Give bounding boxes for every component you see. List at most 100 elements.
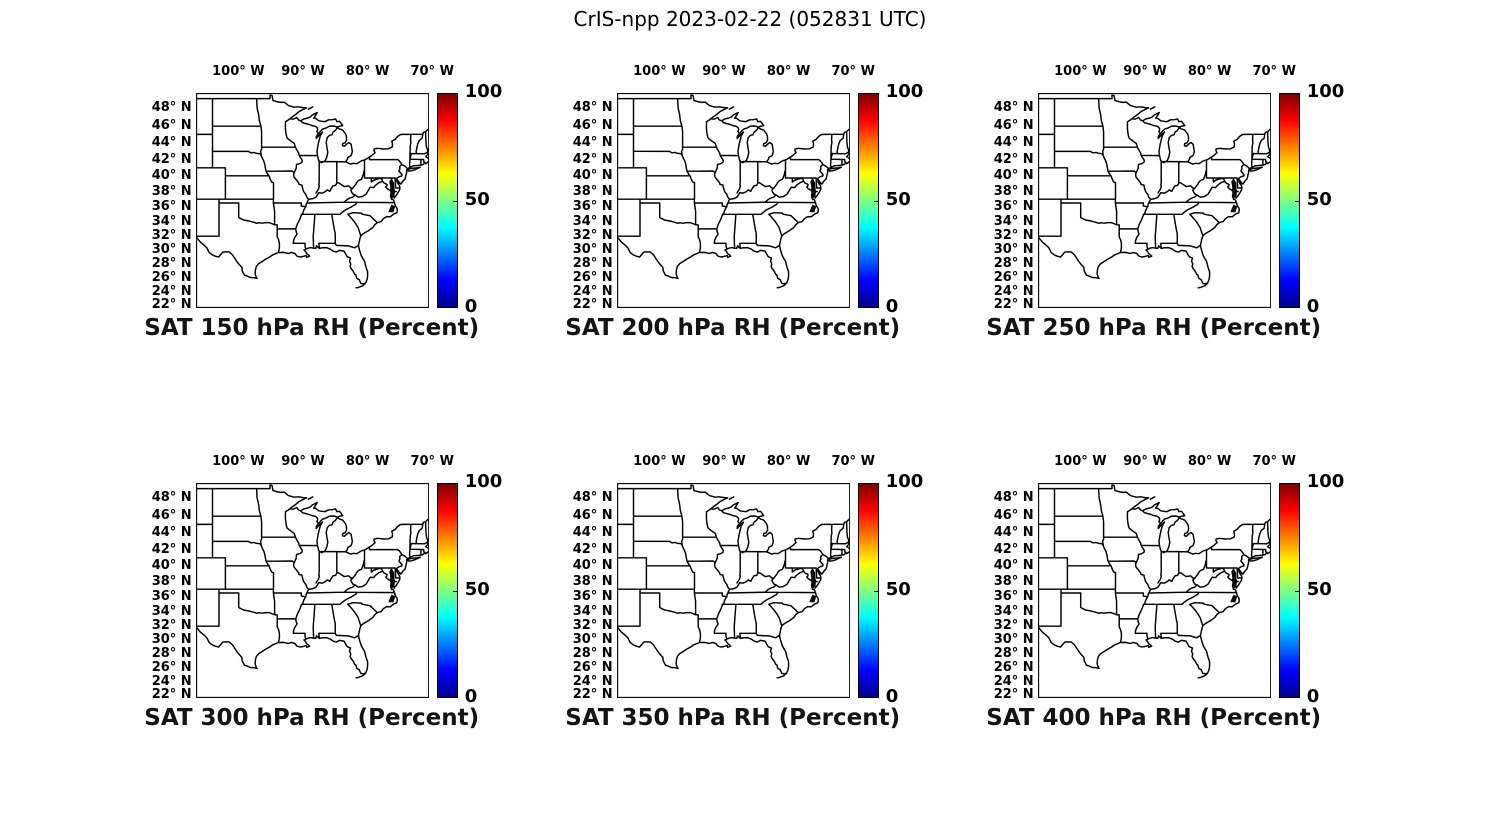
lat-tick-label: 26° N	[993, 270, 1034, 285]
lat-tick-label: 34° N	[572, 603, 613, 619]
lat-tick-label: 34° N	[993, 213, 1034, 229]
colorbar-tick-label: 50	[885, 188, 911, 210]
lat-tick-label: 44° N	[572, 134, 613, 150]
lat-tick-label: 42° N	[993, 151, 1034, 167]
lon-tick-label: 70° W	[410, 454, 454, 469]
panel-sat-250-hpa-rh: 100° W 90° W 80° W 70° W 48° N 46° N 44° N 42° …	[976, 55, 1360, 359]
lat-tick-label: 36° N	[572, 588, 613, 604]
map-frame	[616, 93, 850, 308]
us-basemap	[616, 93, 850, 308]
lat-tick-label: 46° N	[572, 117, 613, 133]
panel-sat-200-hpa-rh: 100° W 90° W 80° W 70° W 48° N 46° N 44° N 42° …	[555, 55, 939, 359]
lon-tick-label: 70° W	[1252, 64, 1296, 79]
panel-sat-150-hpa-rh: 100° W 90° W 80° W 70° W 48° N 46° N 44° N 42° …	[134, 55, 518, 359]
lat-tick-label: 32° N	[151, 228, 192, 244]
lon-tick-label: 90° W	[281, 454, 325, 469]
lat-tick-label: 46° N	[151, 117, 192, 133]
lon-tick-label: 100° W	[212, 64, 265, 79]
lon-tick-label: 100° W	[1054, 454, 1107, 469]
lon-tick-label: 100° W	[1054, 64, 1107, 79]
lat-tick-label: 24° N	[572, 673, 613, 689]
colorbar-tick-label: 0	[1306, 686, 1320, 707]
lat-tick-label: 30° N	[993, 632, 1034, 648]
lon-tick-label: 80° W	[766, 454, 811, 469]
lat-tick-label: 40° N	[151, 167, 192, 183]
colorbar-mid-tick	[1294, 201, 1300, 202]
lat-tick-label: 22° N	[993, 686, 1034, 702]
colorbar-tick-label: 0	[464, 296, 478, 317]
colorbar-jet	[857, 93, 879, 308]
colorbar-tick-label: 0	[885, 296, 899, 317]
panel-sat-400-hpa-rh: 100° W 90° W 80° W 70° W 48° N 46° N 44° N 42° …	[976, 445, 1360, 749]
lat-tick-label: 22° N	[572, 296, 613, 312]
lat-tick-label: 48° N	[151, 99, 192, 115]
state-borders-coastline	[1037, 94, 1271, 289]
lat-tick-label: 38° N	[572, 183, 613, 199]
lat-tick-label: 48° N	[993, 489, 1034, 505]
colorbar-tick-label: 0	[885, 686, 899, 707]
panel-sat-350-hpa-rh: 100° W 90° W 80° W 70° W 48° N 46° N 44° N 42° …	[555, 445, 939, 749]
map-frame	[195, 93, 429, 308]
lat-tick-label: 40° N	[993, 557, 1034, 573]
lat-tick-label: 22° N	[151, 686, 192, 702]
lat-tick-label: 42° N	[993, 541, 1034, 557]
lat-tick-label: 48° N	[572, 99, 613, 115]
lat-tick-label: 36° N	[151, 588, 192, 604]
lat-tick-label: 34° N	[993, 603, 1034, 619]
lat-tick-label: 40° N	[993, 167, 1034, 183]
map-frame	[1037, 483, 1271, 698]
lat-tick-label: 36° N	[993, 588, 1034, 604]
lon-tick-label: 90° W	[1123, 64, 1167, 79]
lat-tick-label: 42° N	[151, 541, 192, 557]
lat-tick-label: 44° N	[151, 134, 192, 150]
state-borders-coastline	[1037, 484, 1271, 679]
lat-tick-label: 30° N	[572, 632, 613, 648]
colorbar-tick-label: 100	[885, 471, 924, 492]
lat-tick-label: 28° N	[572, 646, 613, 662]
map-frame	[195, 483, 429, 698]
lat-tick-label: 40° N	[151, 557, 192, 573]
colorbar-tick-label: 50	[1306, 578, 1332, 600]
lat-tick-label: 40° N	[572, 557, 613, 573]
colorbar-jet	[1278, 483, 1300, 698]
us-basemap	[1037, 483, 1271, 698]
lat-tick-label: 32° N	[993, 228, 1034, 244]
lat-tick-label: 34° N	[572, 213, 613, 229]
lat-tick-label: 48° N	[572, 489, 613, 505]
lat-tick-label: 40° N	[572, 167, 613, 183]
lat-tick-label: 46° N	[993, 117, 1034, 133]
lat-tick-label: 28° N	[151, 256, 192, 272]
panel-title: SAT 200 hPa RH (Percent)	[565, 315, 901, 341]
colorbar-tick-label: 50	[885, 578, 911, 600]
colorbar-tick-label: 100	[1306, 471, 1345, 492]
lat-tick-label: 26° N	[572, 270, 613, 285]
colorbar-jet	[436, 93, 458, 308]
panel-sat-300-hpa-rh: 100° W 90° W 80° W 70° W 48° N 46° N 44° N 42° …	[134, 445, 518, 749]
lat-tick-label: 24° N	[572, 283, 613, 299]
lon-tick-label: 80° W	[345, 454, 390, 469]
state-borders-coastline	[616, 484, 850, 679]
state-borders-coastline	[195, 94, 429, 289]
colorbar-mid-tick	[452, 201, 458, 202]
lat-tick-label: 30° N	[151, 632, 192, 648]
lat-tick-label: 36° N	[993, 198, 1034, 214]
lon-tick-label: 90° W	[1123, 454, 1167, 469]
lat-tick-label: 30° N	[572, 242, 613, 258]
panel-title: SAT 400 hPa RH (Percent)	[986, 705, 1322, 731]
panel-title: SAT 150 hPa RH (Percent)	[144, 315, 480, 341]
lat-tick-label: 26° N	[151, 270, 192, 285]
colorbar-jet	[436, 483, 458, 698]
lat-tick-label: 26° N	[151, 660, 192, 675]
lat-tick-label: 48° N	[993, 99, 1034, 115]
colorbar-mid-tick	[452, 591, 458, 592]
colorbar-tick-label: 50	[464, 578, 490, 600]
lat-tick-label: 24° N	[151, 673, 192, 689]
figure-title: CrIS-npp 2023-02-22 (052831 UTC)	[573, 7, 927, 31]
lat-tick-label: 28° N	[993, 646, 1034, 662]
lat-tick-label: 28° N	[151, 646, 192, 662]
lon-tick-label: 90° W	[281, 64, 325, 79]
panel-title: SAT 300 hPa RH (Percent)	[144, 705, 480, 731]
lat-tick-label: 30° N	[993, 242, 1034, 258]
lat-tick-label: 44° N	[572, 524, 613, 540]
lat-tick-label: 38° N	[572, 573, 613, 589]
